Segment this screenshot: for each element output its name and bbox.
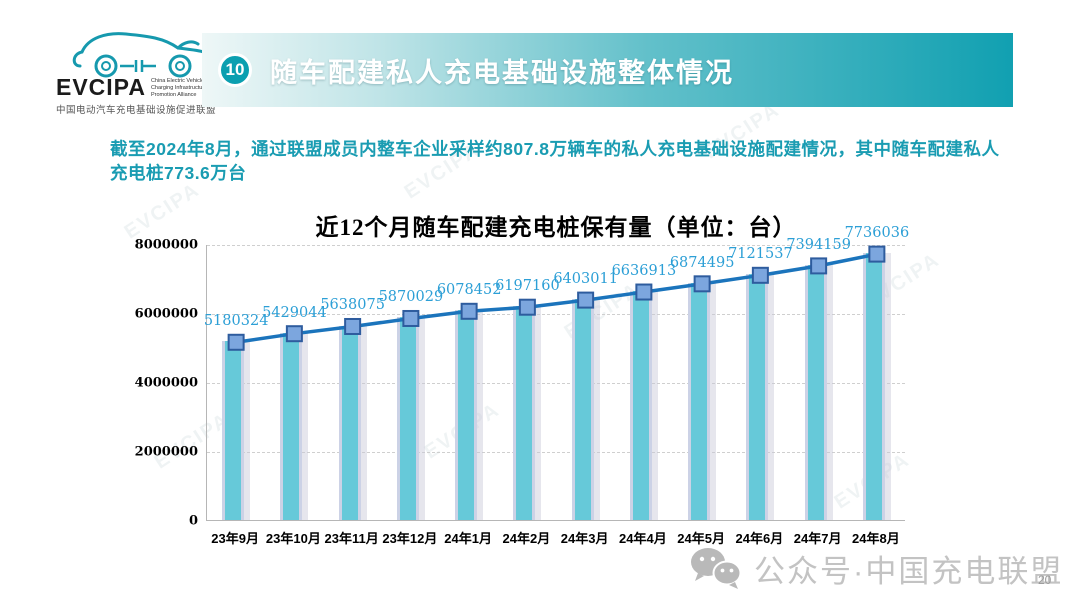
data-label: 6197160	[495, 278, 560, 295]
bar	[688, 282, 711, 520]
evcipa-logo: EVCIPA China Electric Vehicle Charging I…	[56, 28, 246, 116]
page-number: 20	[1038, 573, 1052, 587]
intro-paragraph: 截至2024年8月，通过联盟成员内整车企业采样约807.8万辆车的私人充电基础设…	[110, 139, 1000, 183]
line-marker	[285, 325, 303, 343]
trend-line-layer	[227, 245, 886, 351]
line-marker	[751, 266, 769, 284]
bar	[571, 299, 594, 520]
line-marker	[577, 291, 595, 309]
x-tick-label: 23年9月	[211, 531, 259, 546]
data-label: 5870029	[378, 289, 444, 306]
x-tick-label: 24年8月	[852, 531, 900, 546]
data-label: 7736036	[844, 225, 910, 242]
line-marker	[518, 298, 536, 316]
y-tick-label: 4000000	[134, 375, 198, 391]
bar	[222, 341, 245, 520]
line-marker	[868, 245, 886, 263]
wechat-watermark: 公众号·中国充电联盟	[688, 545, 1063, 591]
x-tick-label: 24年2月	[502, 531, 551, 546]
background-watermark: EVCIPA	[120, 178, 204, 244]
section-number-badge: 10	[218, 53, 252, 87]
page-title: 随车配建私人充电基础设施整体情况	[270, 57, 734, 88]
bar	[804, 264, 827, 520]
line-marker	[693, 275, 711, 293]
y-tick-label: 8000000	[134, 237, 198, 253]
data-label: 7394159	[786, 236, 851, 253]
data-label: 6874495	[669, 254, 735, 271]
y-tick-label: 6000000	[134, 306, 198, 322]
x-tick-label: 24年6月	[735, 531, 784, 546]
header-banner: 10 随车配建私人充电基础设施整体情况	[202, 33, 1013, 107]
x-tick-label: 24年3月	[560, 531, 609, 546]
line-marker	[227, 333, 245, 351]
gridline	[207, 383, 905, 384]
line-marker	[460, 302, 478, 320]
bar	[396, 317, 419, 520]
x-tick-label: 24年4月	[619, 531, 667, 546]
data-label: 5180324	[203, 313, 269, 330]
y-tick-label: 2000000	[134, 444, 198, 460]
x-tick-label: 23年11月	[324, 531, 379, 546]
logo-chinese-name: 中国电动汽车充电基础设施促进联盟	[56, 105, 217, 116]
wechat-icon	[691, 548, 742, 589]
x-tick-label: 23年10月	[265, 531, 321, 546]
wechat-account-label: 公众号·中国充电联盟	[754, 553, 1064, 589]
chart-plot-area: 5180324 5429044 5638075 5870029 6078452 61971…	[203, 225, 909, 521]
logo-subtitle: China Electric Vehicle Charging Infrastr…	[150, 78, 208, 99]
logo-brand-text: EVCIPA	[56, 74, 146, 100]
x-tick-label: 24年7月	[793, 531, 842, 546]
data-label: 7121537	[728, 246, 793, 263]
x-tick-label: 24年1月	[444, 531, 492, 546]
y-tick-label: 0	[188, 513, 198, 529]
bar	[280, 332, 303, 520]
line-marker	[635, 283, 653, 301]
data-label: 6403011	[553, 271, 618, 288]
chart-title: 近12个月随车配建充电桩保有量（单位：台）	[315, 215, 797, 240]
line-marker	[344, 317, 362, 335]
bar	[862, 253, 885, 520]
line-marker	[810, 257, 828, 275]
bar	[455, 310, 478, 520]
data-label: 5638075	[320, 297, 385, 314]
x-tick-label: 24年5月	[677, 531, 725, 546]
gridline	[207, 245, 905, 246]
x-tick-label: 23年12月	[382, 531, 438, 546]
data-label: 6636913	[611, 263, 677, 280]
bar	[513, 306, 536, 520]
data-label: 5429044	[262, 304, 327, 321]
bar	[629, 291, 652, 520]
bar	[746, 274, 769, 520]
data-label: 6078452	[436, 282, 502, 299]
bar	[338, 325, 361, 520]
gridline	[207, 452, 905, 453]
gridline	[207, 314, 905, 315]
line-marker	[402, 309, 420, 327]
